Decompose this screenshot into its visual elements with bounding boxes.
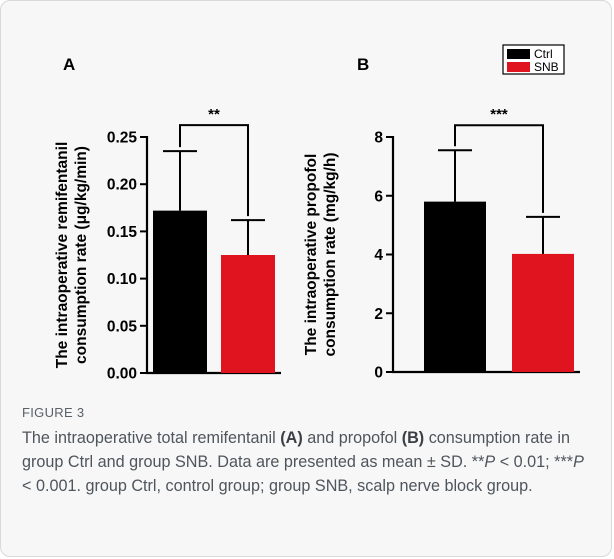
y-tick-label: 0.25	[107, 130, 138, 147]
significance-bracket	[454, 124, 544, 213]
y-axis-label: The intraoperative remifentanil	[54, 142, 71, 369]
y-tick-label: 0.20	[107, 177, 137, 194]
figure-chart: A 0.00 0.05 0.10 0.15 0.20 0.25 The intraoperat…	[54, 44, 580, 383]
caption-part: < 0.01; ***	[495, 453, 574, 471]
panel-letter: A	[63, 55, 75, 74]
panel-b: B 0 2 4 6 8 The intraoperative propofol consump…	[303, 55, 580, 382]
y-tick-label: 4	[374, 247, 383, 264]
legend-swatch-snb	[507, 62, 530, 72]
bar-ctrl	[424, 201, 486, 372]
y-tick-label: 0.10	[107, 271, 137, 288]
y-tick-label: 0.05	[107, 318, 138, 335]
caption-part: < 0.001. group Ctrl, control group; grou…	[22, 477, 533, 495]
significance-label: ***	[490, 106, 508, 123]
figure-label: FIGURE 3	[22, 405, 85, 420]
bar-snb	[221, 255, 275, 373]
bar-snb	[512, 253, 574, 372]
significance-label: **	[208, 106, 220, 123]
caption-part: The intraoperative total remifentanil	[22, 429, 281, 447]
y-axis-label: consumption rate (mg/kg/h)	[322, 152, 339, 356]
y-axis-label: The intraoperative propofol	[303, 154, 320, 356]
y-tick-label: 8	[374, 130, 383, 147]
caption-part: P	[573, 453, 584, 471]
caption-part: (B)	[401, 429, 425, 447]
caption-part: (A)	[280, 429, 303, 447]
panel-letter: B	[357, 55, 369, 74]
y-tick-label: 6	[374, 188, 383, 205]
caption-part: consumption rate in group Ctrl and group…	[22, 429, 570, 471]
y-axis-label: consumption rate (μg/kg/min)	[73, 146, 90, 364]
y-tick-label: 0	[374, 365, 383, 382]
panel-a: A 0.00 0.05 0.10 0.15 0.20 0.25 The intraoperat…	[54, 55, 281, 383]
legend-label: SNB	[534, 60, 559, 74]
y-tick-label: 2	[374, 306, 383, 323]
legend-swatch-ctrl	[507, 49, 530, 59]
y-tick-label: 0.15	[107, 224, 138, 241]
figure-caption: The intraoperative total remifentanil (A…	[22, 426, 597, 498]
caption-part: and propofol	[302, 429, 402, 447]
bar-ctrl	[153, 210, 207, 373]
significance-bracket	[179, 124, 249, 217]
y-tick-label: 0.00	[107, 366, 137, 383]
caption-part: P	[484, 453, 496, 471]
legend-label: Ctrl	[534, 47, 553, 61]
caption-block: FIGURE 3 The intraoperative total remife…	[22, 405, 597, 498]
